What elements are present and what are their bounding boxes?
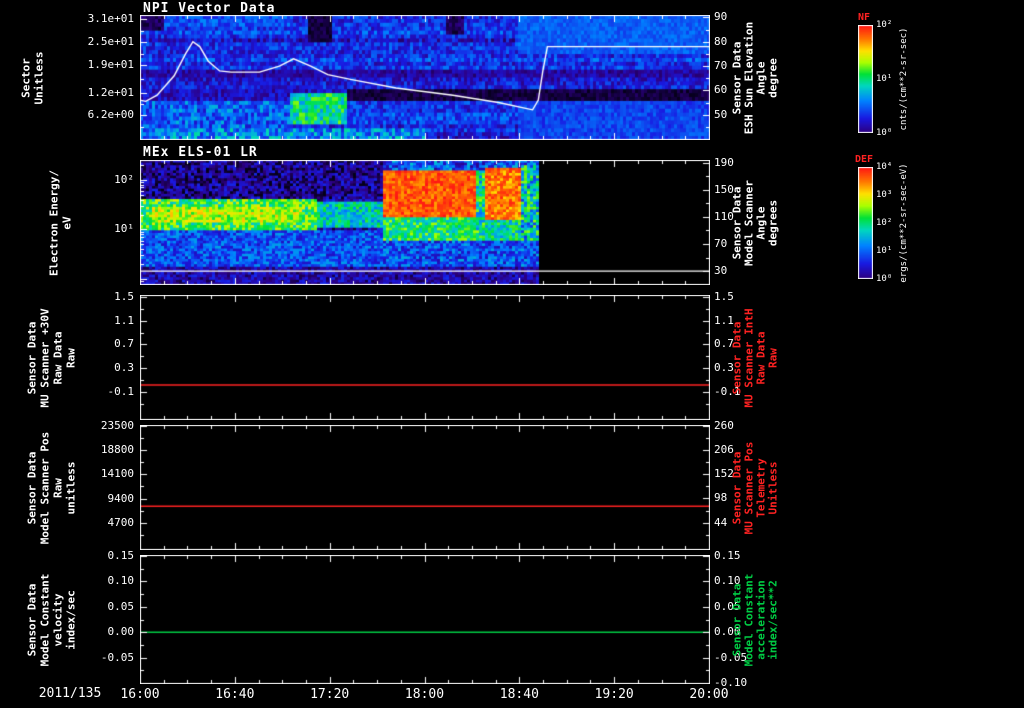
y-tick-label: 1.1: [114, 313, 134, 327]
colorbar-tick-label: 10²: [876, 20, 893, 30]
left-axis-title: MU Scanner +30V: [38, 307, 52, 408]
y-tick-label: 2.5e+01: [87, 35, 134, 49]
left-axis-title: velocity: [51, 593, 65, 646]
y-tick-label: 30: [714, 264, 728, 278]
y-tick-label: 9400: [107, 491, 135, 505]
left-axis-title: Sensor Data: [25, 451, 39, 524]
x-tick-label: 17:20: [310, 687, 350, 702]
colorbar-unit-label: ergs/(cm**2-sr-sec-eV): [899, 163, 909, 283]
y-tick-label: 6.2e+00: [87, 107, 134, 121]
x-tick-label: 20:00: [689, 687, 729, 702]
y-tick-label: 0.15: [714, 549, 741, 563]
y-tick-label: 1.5: [114, 289, 134, 303]
y-tick-label: 0.3: [714, 361, 734, 375]
colorbar-tick-label: 10¹: [876, 246, 893, 256]
left-axis-title: Sensor Data: [25, 583, 39, 656]
colorbar-tick-label: 10²: [876, 218, 893, 228]
y-tick-label: 10¹: [114, 222, 134, 236]
left-axis-title: Raw: [64, 347, 78, 368]
y-tick-label: 23500: [100, 419, 134, 433]
panel-4-plot-area: [140, 425, 710, 550]
left-axis-title: Sensor Data: [25, 321, 39, 394]
colorbar-tick-label: 10³: [876, 190, 893, 200]
x-axis-date-label: 2011/135: [38, 686, 102, 701]
colorbar-tick-label: 10⁰: [876, 274, 893, 284]
left-axis-title: eV: [60, 215, 74, 230]
y-tick-label: -0.1: [107, 385, 135, 399]
y-tick-label: 0.05: [107, 599, 135, 613]
y-tick-label: -0.05: [714, 650, 748, 664]
y-tick-label: 206: [714, 443, 734, 457]
left-axis-title: Raw Data: [51, 331, 65, 384]
panel-title-npi: NPI Vector Data: [143, 1, 276, 16]
left-axis-title: Sector: [19, 57, 33, 98]
colorbar-def: [858, 167, 873, 279]
right-axis-title: degrees: [766, 199, 780, 246]
y-tick-label: 0.7: [714, 337, 734, 351]
x-tick-label: 16:00: [120, 687, 160, 702]
left-axis-title: index/sec: [64, 589, 78, 650]
left-axis-title: unitless: [64, 461, 78, 514]
y-tick-label: 44: [714, 515, 728, 529]
right-axis-title: degree: [766, 57, 780, 98]
y-tick-label: 1.2e+01: [87, 85, 134, 99]
panel-1-plot-area: [140, 15, 710, 140]
panel-2-plot-area: [140, 160, 710, 285]
colorbar-nf-label: NF: [858, 12, 871, 23]
left-axis-title: Raw: [51, 477, 65, 498]
left-axis-title: Model Constant: [38, 573, 52, 666]
x-tick-label: 16:40: [215, 687, 255, 702]
y-tick-label: 0.10: [107, 574, 135, 588]
panel-3-plot-area: [140, 295, 710, 420]
x-tick-label: 18:00: [404, 687, 445, 702]
x-tick-label: 19:20: [594, 687, 634, 702]
y-tick-label: 0.7: [114, 337, 134, 351]
y-tick-label: 14100: [100, 467, 134, 481]
panel-5-plot-area: [140, 555, 710, 684]
left-axis-title: Unitless: [32, 51, 46, 104]
y-tick-label: 70: [714, 59, 728, 73]
y-tick-label: 60: [714, 83, 728, 97]
y-tick-label: 10²: [114, 172, 134, 186]
y-tick-label: 1.9e+01: [87, 58, 134, 72]
right-axis-title: Raw: [766, 347, 780, 368]
y-tick-label: 18800: [100, 443, 134, 457]
y-tick-label: 190: [714, 155, 734, 169]
y-tick-label: 1.1: [714, 313, 734, 327]
y-tick-label: -0.10: [714, 676, 748, 689]
y-tick-label: 80: [714, 34, 728, 48]
y-tick-label: 0.00: [107, 625, 135, 639]
y-tick-label: -0.1: [714, 385, 741, 399]
y-tick-label: 0.15: [107, 549, 135, 563]
y-tick-label: 150: [714, 182, 734, 196]
y-tick-label: 1.5: [714, 289, 734, 303]
y-tick-label: 0.05: [714, 599, 741, 613]
y-tick-label: 152: [714, 467, 734, 481]
y-tick-label: 98: [714, 491, 728, 505]
right-axis-title: Unitless: [766, 461, 780, 514]
y-tick-label: 4700: [107, 515, 135, 529]
y-tick-label: 0.3: [114, 361, 134, 375]
y-tick-label: 3.1e+01: [87, 11, 134, 25]
colorbar-unit-label: cnts/(cm**2-sr-sec): [899, 27, 909, 131]
right-axis-title: index/sec**2: [766, 579, 780, 660]
y-tick-label: 0.00: [714, 625, 741, 639]
y-tick-label: 70: [714, 237, 728, 251]
colorbar-tick-label: 10⁰: [876, 128, 893, 138]
left-axis-title: Model Scanner Pos: [38, 431, 52, 544]
y-tick-label: 90: [714, 10, 728, 24]
x-tick-label: 18:40: [499, 687, 539, 702]
left-axis-title: Electron Energy/: [47, 169, 61, 276]
y-tick-label: 110: [714, 209, 734, 223]
colorbar-def-label: DEF: [855, 154, 874, 165]
y-tick-label: 50: [714, 107, 728, 121]
panel-title-els: MEx ELS-01 LR: [143, 145, 258, 160]
y-tick-label: -0.05: [100, 650, 134, 664]
y-tick-label: 260: [714, 418, 734, 432]
colorbar-nf: [858, 25, 873, 133]
y-tick-label: 0.10: [714, 574, 741, 588]
colorbar-tick-label: 10⁴: [876, 162, 893, 172]
colorbar-tick-label: 10¹: [876, 74, 893, 84]
